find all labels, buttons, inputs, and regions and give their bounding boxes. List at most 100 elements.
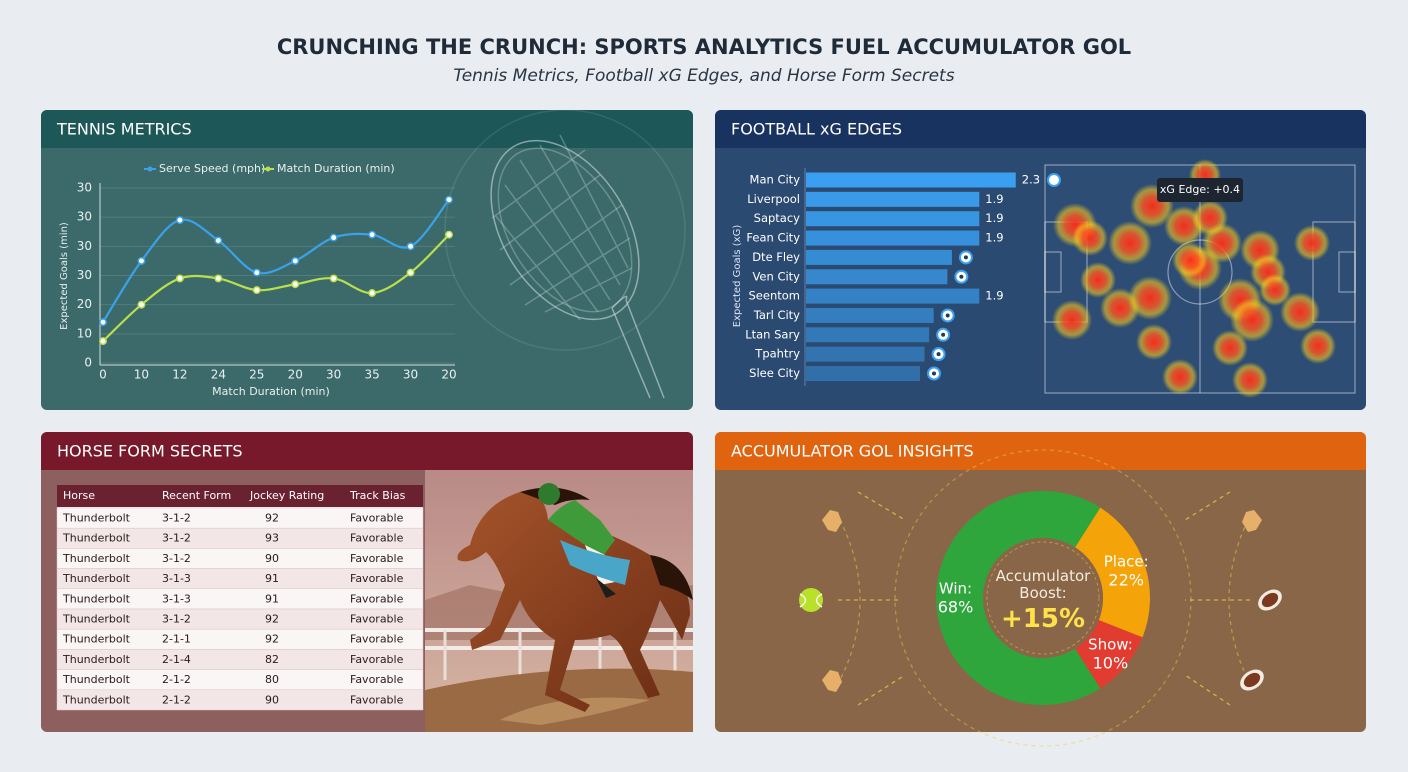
data-point [252, 286, 261, 295]
data-point [368, 230, 377, 239]
value-label: 1.9 [985, 231, 1003, 245]
x-tick-label: 20 [288, 368, 303, 382]
table-cell: Thunderbolt [62, 512, 131, 525]
table-cell: 80 [265, 673, 279, 686]
data-point [406, 242, 415, 251]
table-cell: Thunderbolt [62, 552, 131, 565]
ball-icon-center [945, 313, 950, 318]
table-cell: Thunderbolt [62, 532, 131, 545]
table-cell: Thunderbolt [62, 613, 131, 626]
bar [806, 288, 980, 304]
horse-illustration [425, 470, 693, 732]
ball-icon-center [932, 371, 936, 376]
y-tick-label: Ltan Sary [745, 327, 800, 341]
pie-slice [936, 491, 1101, 705]
y-tick-label: Seentom [749, 289, 801, 303]
ball-icon-center [936, 352, 941, 357]
pie-slice [1075, 620, 1143, 689]
ball-icon-center [963, 255, 968, 260]
legend-label: Match Duration (min) [277, 162, 395, 175]
y-tick-label: Fean City [746, 231, 800, 245]
y-tick-label: Dte Fley [752, 250, 800, 264]
x-tick-label: 20 [441, 368, 456, 382]
table-cell: Thunderbolt [62, 572, 131, 585]
x-tick-label: 24 [211, 368, 226, 382]
table-cell: 3-1-3 [162, 572, 191, 585]
table-header: Track Bias [349, 489, 406, 502]
table-cell: Thunderbolt [62, 653, 131, 666]
panel-title: TENNIS METRICS [56, 120, 192, 139]
y-tick-label: Saptacy [754, 211, 801, 225]
sport-icons [799, 510, 1282, 692]
hotspot [1080, 262, 1116, 298]
bar [806, 230, 980, 246]
table-cell: Thunderbolt [62, 633, 131, 646]
table-cell: 92 [265, 512, 279, 525]
hotspot [1232, 362, 1268, 398]
x-tick-label: 25 [249, 368, 264, 382]
table-cell: 82 [265, 653, 279, 666]
bar [806, 346, 925, 362]
data-point [175, 216, 184, 225]
y-tick-label: 30 [77, 210, 92, 224]
y-tick-label: Man City [750, 173, 801, 187]
ball-icon-center [959, 274, 964, 279]
table-cell: Thunderbolt [62, 693, 131, 706]
y-tick-label: Tarl City [753, 308, 800, 322]
table-header: Recent Form [162, 489, 231, 502]
hotspot [1136, 324, 1172, 360]
x-axis-label: Match Duration (min) [212, 385, 330, 398]
hotspot [1052, 300, 1092, 340]
table-cell: Favorable [350, 673, 404, 686]
value-label: 1.9 [985, 289, 1003, 303]
heatmap [1052, 159, 1336, 398]
data-point [175, 274, 184, 283]
annotation-box [1157, 178, 1243, 202]
x-tick-label: 30 [403, 368, 418, 382]
data-point [368, 289, 377, 297]
data-point [214, 236, 223, 245]
center-value: +15% [1000, 604, 1086, 634]
y-axis-label: Expected Goals (xG) [732, 225, 743, 328]
table-header: Jockey Rating [249, 489, 324, 502]
hotspot [1162, 359, 1198, 395]
table-cell: 91 [265, 592, 279, 605]
x-tick-label: 0 [99, 368, 107, 382]
hotspot [1108, 221, 1152, 265]
bar [806, 172, 1016, 188]
x-tick-label: 12 [172, 368, 187, 382]
hotspot [1230, 298, 1274, 342]
bar [806, 191, 980, 207]
y-tick-label: 10 [77, 326, 92, 340]
connector-lines [838, 449, 1250, 747]
panel-title: ACCUMULATOR GOL INSIGHTS [731, 442, 974, 461]
table-cell: 90 [265, 552, 279, 565]
slice-value: 68% [938, 598, 974, 617]
value-label: 1.9 [985, 211, 1003, 225]
table-header-row [57, 485, 423, 507]
table-cell: 3-1-2 [162, 613, 191, 626]
hotspot [1300, 328, 1336, 364]
bar [806, 327, 930, 343]
table-cell: Favorable [350, 633, 404, 646]
ball-icon [1047, 173, 1061, 187]
table-cell: 92 [265, 613, 279, 626]
table-cell: 3-1-2 [162, 552, 191, 565]
y-tick-label: 0 [84, 356, 92, 370]
legend-label: Serve Speed (mph) [159, 162, 265, 175]
table-cell: Favorable [350, 512, 404, 525]
slice-label: Place: [1104, 552, 1149, 570]
bar [806, 307, 934, 323]
y-axis-label: Expected Goals (min) [59, 222, 70, 330]
horse-header [41, 432, 693, 470]
table-header: Horse [63, 489, 95, 502]
data-point [329, 233, 338, 242]
series-line [102, 198, 450, 323]
hotspot [1072, 220, 1108, 256]
hotspot [1294, 225, 1330, 261]
slice-label: Win: [939, 580, 972, 598]
table-row [56, 689, 424, 711]
table-cell: Thunderbolt [62, 673, 131, 686]
data-point [214, 274, 223, 283]
